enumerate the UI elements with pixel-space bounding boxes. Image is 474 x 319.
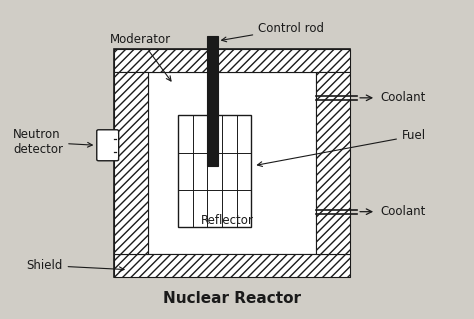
Text: Reflector: Reflector — [201, 214, 254, 227]
Bar — [316, 71, 350, 254]
Bar — [115, 49, 350, 71]
Bar — [178, 115, 251, 227]
Bar — [115, 71, 148, 254]
Text: Fuel: Fuel — [257, 129, 426, 167]
Text: Coolant: Coolant — [381, 91, 426, 104]
Text: Shield: Shield — [26, 259, 124, 272]
Text: Moderator: Moderator — [110, 33, 171, 81]
Bar — [207, 36, 218, 166]
Bar — [115, 49, 350, 277]
Bar — [148, 71, 316, 254]
Text: Coolant: Coolant — [381, 205, 426, 218]
Bar — [115, 254, 350, 277]
Text: Nuclear Reactor: Nuclear Reactor — [163, 291, 301, 306]
Text: Control rod: Control rod — [222, 22, 324, 42]
Bar — [111, 134, 118, 157]
Text: Neutron
detector: Neutron detector — [13, 128, 92, 156]
FancyBboxPatch shape — [97, 130, 118, 161]
